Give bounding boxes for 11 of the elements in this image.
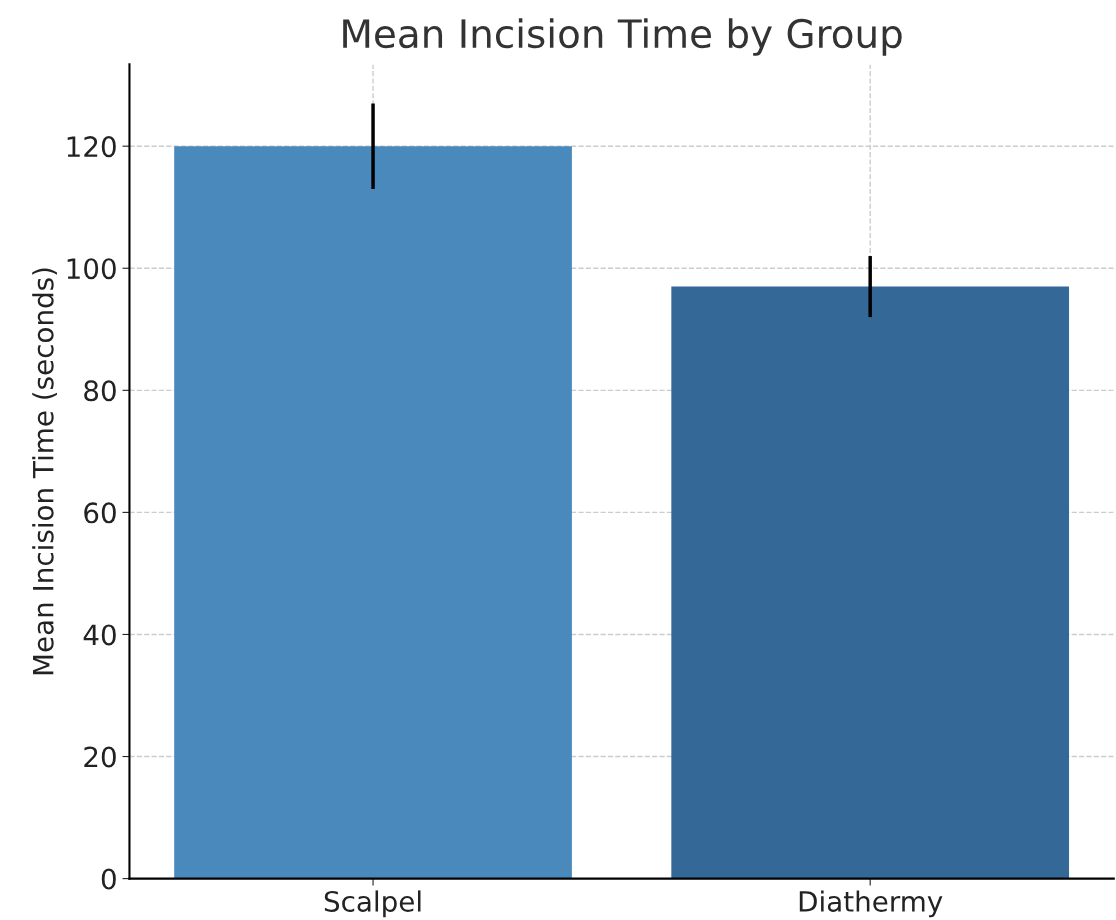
y-tick-label: 40 xyxy=(83,624,116,646)
y-tick-label: 80 xyxy=(84,380,116,402)
y-tick-label: 0 xyxy=(101,868,116,890)
y-tick-label: 20 xyxy=(84,746,116,768)
x-tick-label: Scalpel xyxy=(324,890,421,918)
chart-title: Mean Incision Time by Group xyxy=(343,18,902,56)
y-tick-label: 120 xyxy=(67,136,116,158)
x-tick-label: Diathermy xyxy=(799,890,943,918)
y-tick-label: 60 xyxy=(84,502,116,524)
y-tick-label: 100 xyxy=(67,258,116,280)
y-axis-title: Mean Incision Time (seconds) xyxy=(32,268,57,675)
